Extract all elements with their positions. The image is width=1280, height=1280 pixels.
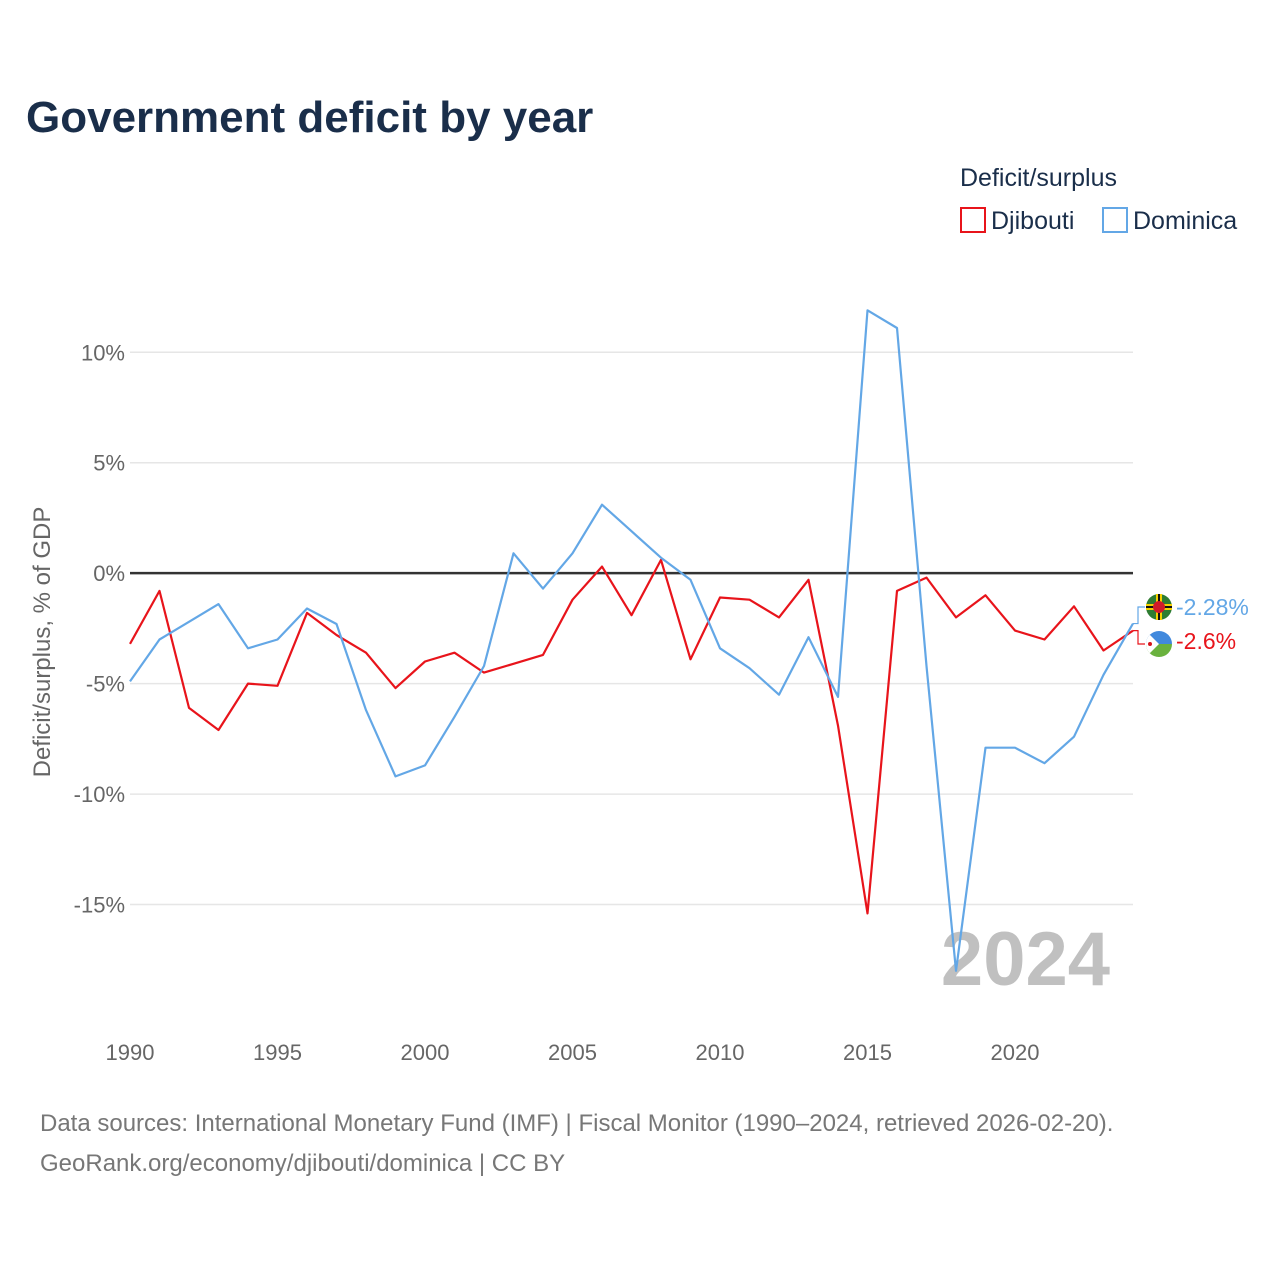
chart-title: Government deficit by year: [26, 93, 593, 142]
legend-item-djibouti[interactable]: Djibouti: [960, 207, 1074, 235]
legend-swatch-dominica: [1102, 207, 1128, 233]
gridlines: [130, 351, 1133, 906]
legend: Deficit/surplus Djibouti Dominica: [960, 164, 1237, 235]
year-watermark: 2024: [941, 917, 1110, 1002]
x-tick-label: 2020: [991, 1040, 1040, 1065]
djibouti-flag-icon: [1146, 631, 1172, 657]
dominica-flag-icon: [1146, 594, 1172, 620]
x-ticks: 1990 1995 2000 2005 2010 2015 2020: [106, 1040, 1040, 1065]
y-tick-label: 10%: [81, 340, 125, 365]
source-line-1: Data sources: International Monetary Fun…: [40, 1110, 1113, 1137]
legend-swatch-djibouti: [960, 207, 986, 233]
y-tick-label: 0%: [93, 561, 125, 586]
y-axis-label: Deficit/surplus, % of GDP: [29, 507, 56, 778]
x-tick-label: 1995: [253, 1040, 302, 1065]
legend-label-dominica: Dominica: [1133, 207, 1237, 235]
series-line-djibouti: [129, 558, 1134, 915]
x-tick-label: 2010: [696, 1040, 745, 1065]
leader-line-djibouti: [1133, 630, 1145, 645]
leader-line-dominica: [1133, 606, 1145, 625]
legend-title: Deficit/surplus: [960, 164, 1117, 192]
source-line-2: GeoRank.org/economy/djibouti/dominica | …: [40, 1150, 565, 1177]
x-tick-label: 2015: [843, 1040, 892, 1065]
end-label-djibouti: -2.6%: [1176, 628, 1236, 654]
end-label-dominica: -2.28%: [1176, 594, 1249, 620]
legend-label-djibouti: Djibouti: [991, 207, 1074, 235]
y-ticks: 10% 5% 0% -5% -10% -15%: [74, 340, 125, 917]
y-tick-label: -15%: [74, 893, 125, 918]
series-line-dominica: [129, 309, 1134, 972]
legend-item-dominica[interactable]: Dominica: [1102, 207, 1237, 235]
series-lines: [129, 309, 1134, 972]
end-labels: -2.6% -2.28%: [1133, 594, 1249, 657]
x-tick-label: 2005: [548, 1040, 597, 1065]
x-tick-label: 2000: [401, 1040, 450, 1065]
y-tick-label: -10%: [74, 782, 125, 807]
x-tick-label: 1990: [106, 1040, 155, 1065]
y-tick-label: 5%: [93, 451, 125, 476]
y-tick-label: -5%: [86, 672, 125, 697]
